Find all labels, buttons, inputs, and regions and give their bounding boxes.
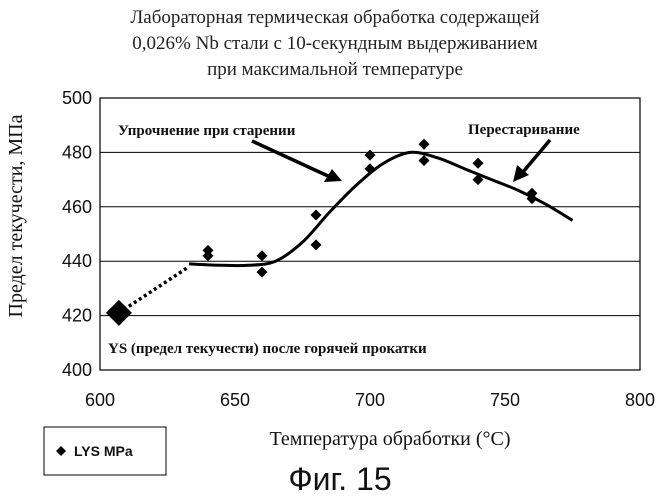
x-tick-label-600: 600: [85, 390, 115, 410]
arrow-overaging: [513, 140, 550, 182]
y-tick-label-500: 500: [62, 88, 92, 108]
chart: Лабораторная термическая обработка содер…: [0, 0, 668, 500]
data-point-5: [311, 239, 322, 250]
y-tick-label-460: 460: [62, 197, 92, 217]
data-point-8: [419, 139, 430, 150]
x-tick-label-800: 800: [625, 390, 655, 410]
x-tick-label-750: 750: [490, 390, 520, 410]
annotation-aging-hardening: Упрочнение при старении: [118, 123, 296, 139]
chart-title-line-2: 0,026% Nb стали с 10-секундным выдержива…: [132, 33, 537, 54]
trend-curve: [189, 152, 572, 265]
chart-title-line-3: при максимальной температуре: [207, 59, 463, 80]
data-point-4: [311, 209, 322, 220]
data-point-6: [365, 150, 376, 161]
figure-label: Фиг. 15: [288, 461, 391, 497]
data-point-10: [473, 158, 484, 169]
legend: LYS MPa: [44, 427, 166, 475]
data-point-7: [365, 163, 376, 174]
y-axis-title: Предел текучести, МПа: [5, 114, 27, 317]
y-tick-label-420: 420: [62, 306, 92, 326]
arrow-aging-hardening: [252, 141, 342, 182]
data-point-9: [419, 155, 430, 166]
data-point-2: [257, 250, 268, 261]
y-tick-label-480: 480: [62, 142, 92, 162]
annotation-hot-rolled-ys: YS (предел текучести) после горячей прок…: [108, 341, 427, 357]
dotted-connector-line: [119, 267, 189, 313]
y-tick-label-400: 400: [62, 360, 92, 380]
hot-rolled-ys-point: [106, 300, 132, 326]
y-tick-label-440: 440: [62, 251, 92, 271]
data-point-3: [257, 267, 268, 278]
data-series: [106, 139, 573, 326]
x-axis-title: Температура обработки (°C): [269, 428, 510, 450]
x-tick-label-650: 650: [220, 390, 250, 410]
annotation-overaging: Перестаривание: [468, 122, 580, 138]
chart-title-line-1: Лабораторная термическая обработка содер…: [130, 7, 539, 28]
legend-entry-lys: LYS MPa: [74, 443, 133, 459]
x-tick-label-700: 700: [355, 390, 385, 410]
